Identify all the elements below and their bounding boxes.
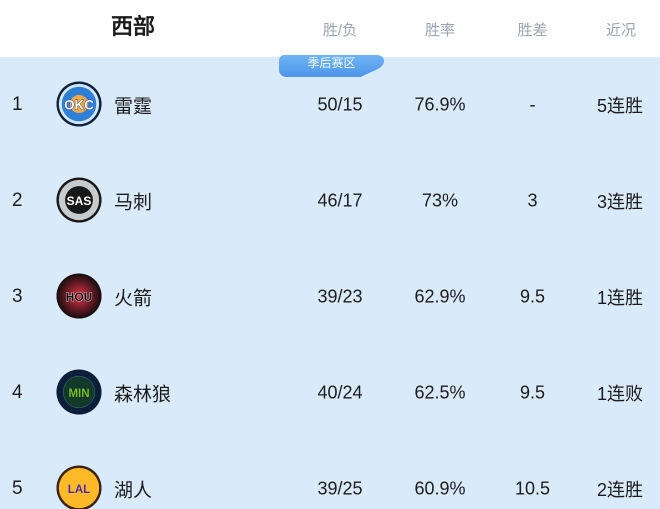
svg-text:MIN: MIN [68, 388, 89, 400]
svg-text:LAL: LAL [68, 484, 90, 496]
svg-text:SAS: SAS [67, 194, 92, 208]
svg-text:OKC: OKC [64, 97, 94, 112]
svg-text:HOU: HOU [66, 290, 93, 304]
